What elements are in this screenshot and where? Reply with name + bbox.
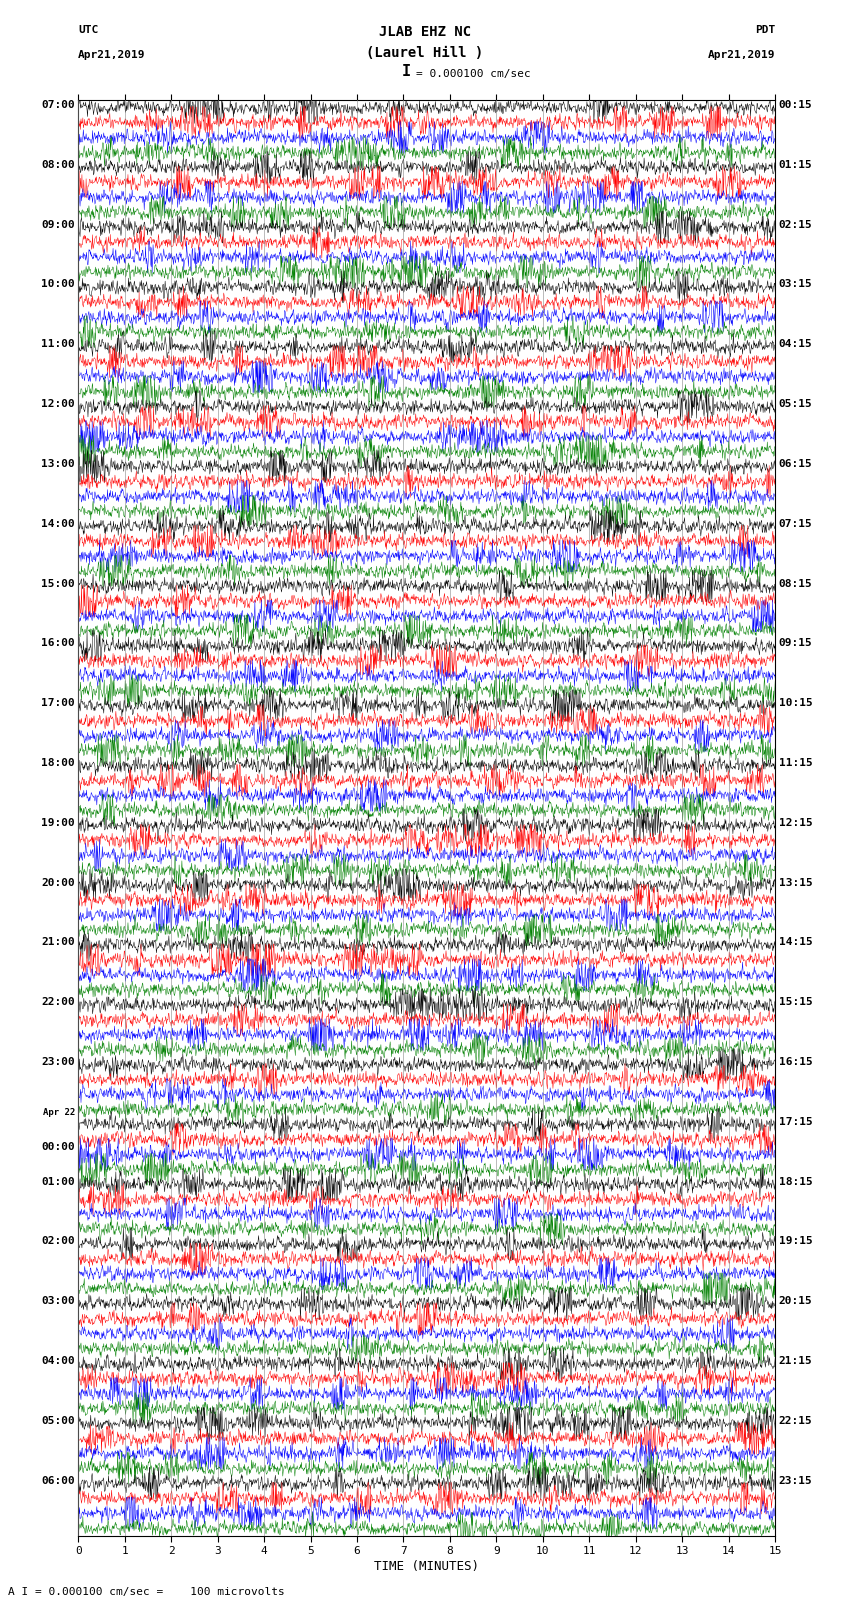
Text: 20:15: 20:15 <box>779 1297 813 1307</box>
Text: 07:00: 07:00 <box>41 100 75 110</box>
Text: 16:15: 16:15 <box>779 1057 813 1068</box>
Text: 04:15: 04:15 <box>779 339 813 350</box>
Text: 03:15: 03:15 <box>779 279 813 289</box>
Text: 18:15: 18:15 <box>779 1177 813 1187</box>
Text: 13:15: 13:15 <box>779 877 813 887</box>
Text: Apr21,2019: Apr21,2019 <box>78 50 145 60</box>
Text: 09:00: 09:00 <box>41 219 75 229</box>
Text: (Laurel Hill ): (Laurel Hill ) <box>366 45 484 60</box>
Text: 02:00: 02:00 <box>41 1237 75 1247</box>
Text: JLAB EHZ NC: JLAB EHZ NC <box>379 24 471 39</box>
Text: 11:15: 11:15 <box>779 758 813 768</box>
Text: 21:15: 21:15 <box>779 1357 813 1366</box>
Text: 10:15: 10:15 <box>779 698 813 708</box>
Text: 06:00: 06:00 <box>41 1476 75 1486</box>
Text: 13:00: 13:00 <box>41 460 75 469</box>
X-axis label: TIME (MINUTES): TIME (MINUTES) <box>374 1560 479 1573</box>
Text: = 0.000100 cm/sec: = 0.000100 cm/sec <box>416 69 531 79</box>
Text: 15:00: 15:00 <box>41 579 75 589</box>
Text: 04:00: 04:00 <box>41 1357 75 1366</box>
Text: 22:00: 22:00 <box>41 997 75 1007</box>
Text: UTC: UTC <box>78 26 99 35</box>
Text: 14:00: 14:00 <box>41 519 75 529</box>
Text: 03:00: 03:00 <box>41 1297 75 1307</box>
Text: 12:00: 12:00 <box>41 398 75 410</box>
Text: 12:15: 12:15 <box>779 818 813 827</box>
Text: 00:15: 00:15 <box>779 100 813 110</box>
Text: 17:00: 17:00 <box>41 698 75 708</box>
Text: 19:15: 19:15 <box>779 1237 813 1247</box>
Text: 05:15: 05:15 <box>779 398 813 410</box>
Text: 20:00: 20:00 <box>41 877 75 887</box>
Text: 10:00: 10:00 <box>41 279 75 289</box>
Text: I: I <box>402 65 411 79</box>
Text: 11:00: 11:00 <box>41 339 75 350</box>
Text: 14:15: 14:15 <box>779 937 813 947</box>
Text: 06:15: 06:15 <box>779 460 813 469</box>
Text: 01:00: 01:00 <box>41 1177 75 1187</box>
Text: A I = 0.000100 cm/sec =    100 microvolts: A I = 0.000100 cm/sec = 100 microvolts <box>8 1587 286 1597</box>
Text: 23:00: 23:00 <box>41 1057 75 1068</box>
Text: 23:15: 23:15 <box>779 1476 813 1486</box>
Text: 01:15: 01:15 <box>779 160 813 169</box>
Text: 16:00: 16:00 <box>41 639 75 648</box>
Text: 00:00: 00:00 <box>41 1142 75 1152</box>
Text: 09:15: 09:15 <box>779 639 813 648</box>
Text: Apr21,2019: Apr21,2019 <box>708 50 775 60</box>
Text: 19:00: 19:00 <box>41 818 75 827</box>
Text: 15:15: 15:15 <box>779 997 813 1007</box>
Text: PDT: PDT <box>755 26 775 35</box>
Text: 08:15: 08:15 <box>779 579 813 589</box>
Text: 08:00: 08:00 <box>41 160 75 169</box>
Text: 21:00: 21:00 <box>41 937 75 947</box>
Text: 07:15: 07:15 <box>779 519 813 529</box>
Text: 22:15: 22:15 <box>779 1416 813 1426</box>
Text: 17:15: 17:15 <box>779 1116 813 1127</box>
Text: 02:15: 02:15 <box>779 219 813 229</box>
Text: 05:00: 05:00 <box>41 1416 75 1426</box>
Text: 18:00: 18:00 <box>41 758 75 768</box>
Text: Apr 22: Apr 22 <box>42 1108 75 1118</box>
